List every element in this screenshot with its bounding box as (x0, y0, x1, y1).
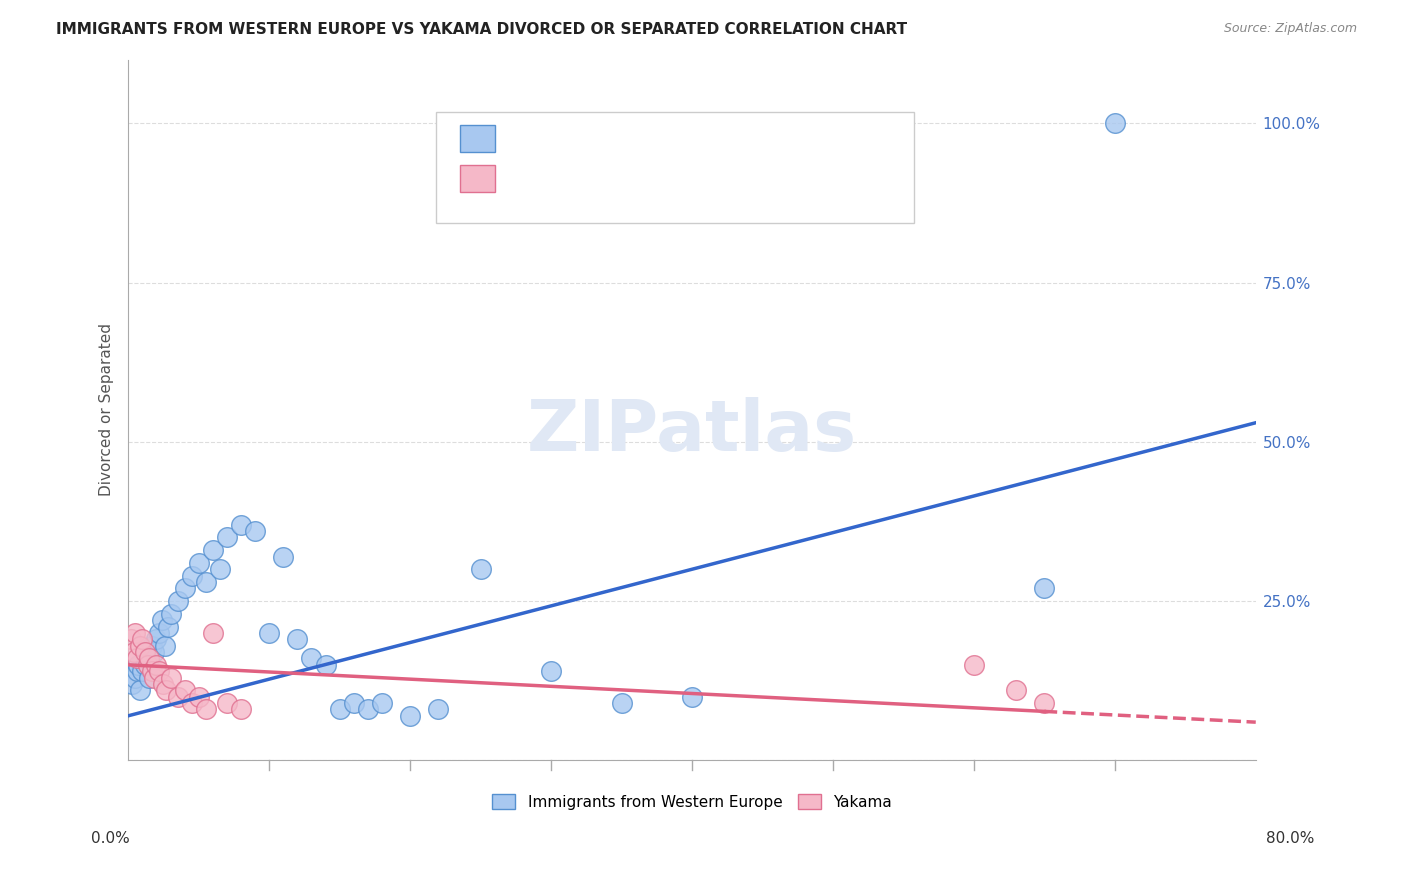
Point (155, 683, 177, 698)
Point (131, 664, 153, 678)
Text: Source: ZipAtlas.com: Source: ZipAtlas.com (1223, 22, 1357, 36)
Point (187, 556, 209, 570)
Y-axis label: Divorced or Separated: Divorced or Separated (100, 324, 114, 497)
Point (180, 568, 202, 582)
Point (427, 702, 450, 716)
Point (148, 664, 170, 678)
Point (194, 702, 217, 716)
Point (141, 664, 163, 678)
Point (134, 657, 156, 672)
Point (371, 696, 394, 710)
Legend: Immigrants from Western Europe, Yakama: Immigrants from Western Europe, Yakama (486, 788, 897, 816)
Point (1033, 582, 1056, 596)
Point (681, 690, 703, 704)
Point (128, 639, 150, 653)
Point (150, 613, 173, 627)
Point (134, 645, 156, 659)
Point (142, 671, 165, 685)
Text: 0.0%: 0.0% (91, 831, 131, 846)
Point (287, 632, 309, 647)
Point (127, 657, 149, 672)
Point (166, 690, 188, 704)
Point (399, 708, 422, 723)
Point (153, 639, 176, 653)
Point (243, 524, 266, 538)
Point (166, 594, 188, 608)
Point (963, 657, 986, 672)
Point (124, 626, 146, 640)
Text: 27: 27 (672, 169, 697, 187)
Point (125, 664, 148, 678)
Point (173, 582, 195, 596)
Point (120, 632, 142, 647)
Point (208, 562, 231, 576)
Point (215, 530, 238, 544)
Point (159, 671, 181, 685)
Point (136, 657, 159, 672)
Point (142, 645, 165, 659)
Point (215, 696, 238, 710)
Text: -0.293: -0.293 (553, 169, 617, 187)
Point (301, 651, 323, 665)
Point (180, 696, 202, 710)
Point (229, 517, 252, 532)
Point (145, 657, 167, 672)
Point (124, 671, 146, 685)
Point (1005, 683, 1028, 698)
Point (141, 639, 163, 653)
Point (201, 543, 224, 558)
Point (121, 677, 143, 691)
Point (271, 549, 294, 564)
Text: R =: R = (510, 129, 550, 147)
Point (229, 702, 252, 716)
Point (1104, 116, 1126, 130)
Point (122, 645, 145, 659)
Point (257, 626, 280, 640)
Text: N =: N = (616, 129, 655, 147)
Point (173, 683, 195, 698)
Text: N =: N = (630, 169, 669, 187)
Point (315, 657, 337, 672)
Text: ZIPatlas: ZIPatlas (527, 397, 858, 466)
Point (152, 677, 174, 691)
Point (159, 607, 181, 621)
Point (138, 671, 160, 685)
Point (145, 632, 167, 647)
Point (610, 696, 633, 710)
Text: 80.0%: 80.0% (1267, 831, 1315, 846)
Text: IMMIGRANTS FROM WESTERN EUROPE VS YAKAMA DIVORCED OR SEPARATED CORRELATION CHART: IMMIGRANTS FROM WESTERN EUROPE VS YAKAMA… (56, 22, 907, 37)
Point (156, 619, 179, 633)
Point (125, 651, 148, 665)
Point (470, 562, 492, 576)
Point (187, 690, 209, 704)
Text: R =: R = (510, 169, 550, 187)
Point (540, 664, 562, 678)
Point (148, 626, 170, 640)
Text: 0.566: 0.566 (553, 129, 609, 147)
Point (138, 651, 160, 665)
Point (343, 696, 366, 710)
Point (201, 626, 224, 640)
Point (128, 683, 150, 698)
Point (131, 632, 153, 647)
Point (357, 702, 380, 716)
Point (194, 574, 217, 589)
Point (1033, 696, 1056, 710)
Text: 44: 44 (658, 129, 683, 147)
Point (329, 702, 352, 716)
Point (135, 651, 157, 665)
